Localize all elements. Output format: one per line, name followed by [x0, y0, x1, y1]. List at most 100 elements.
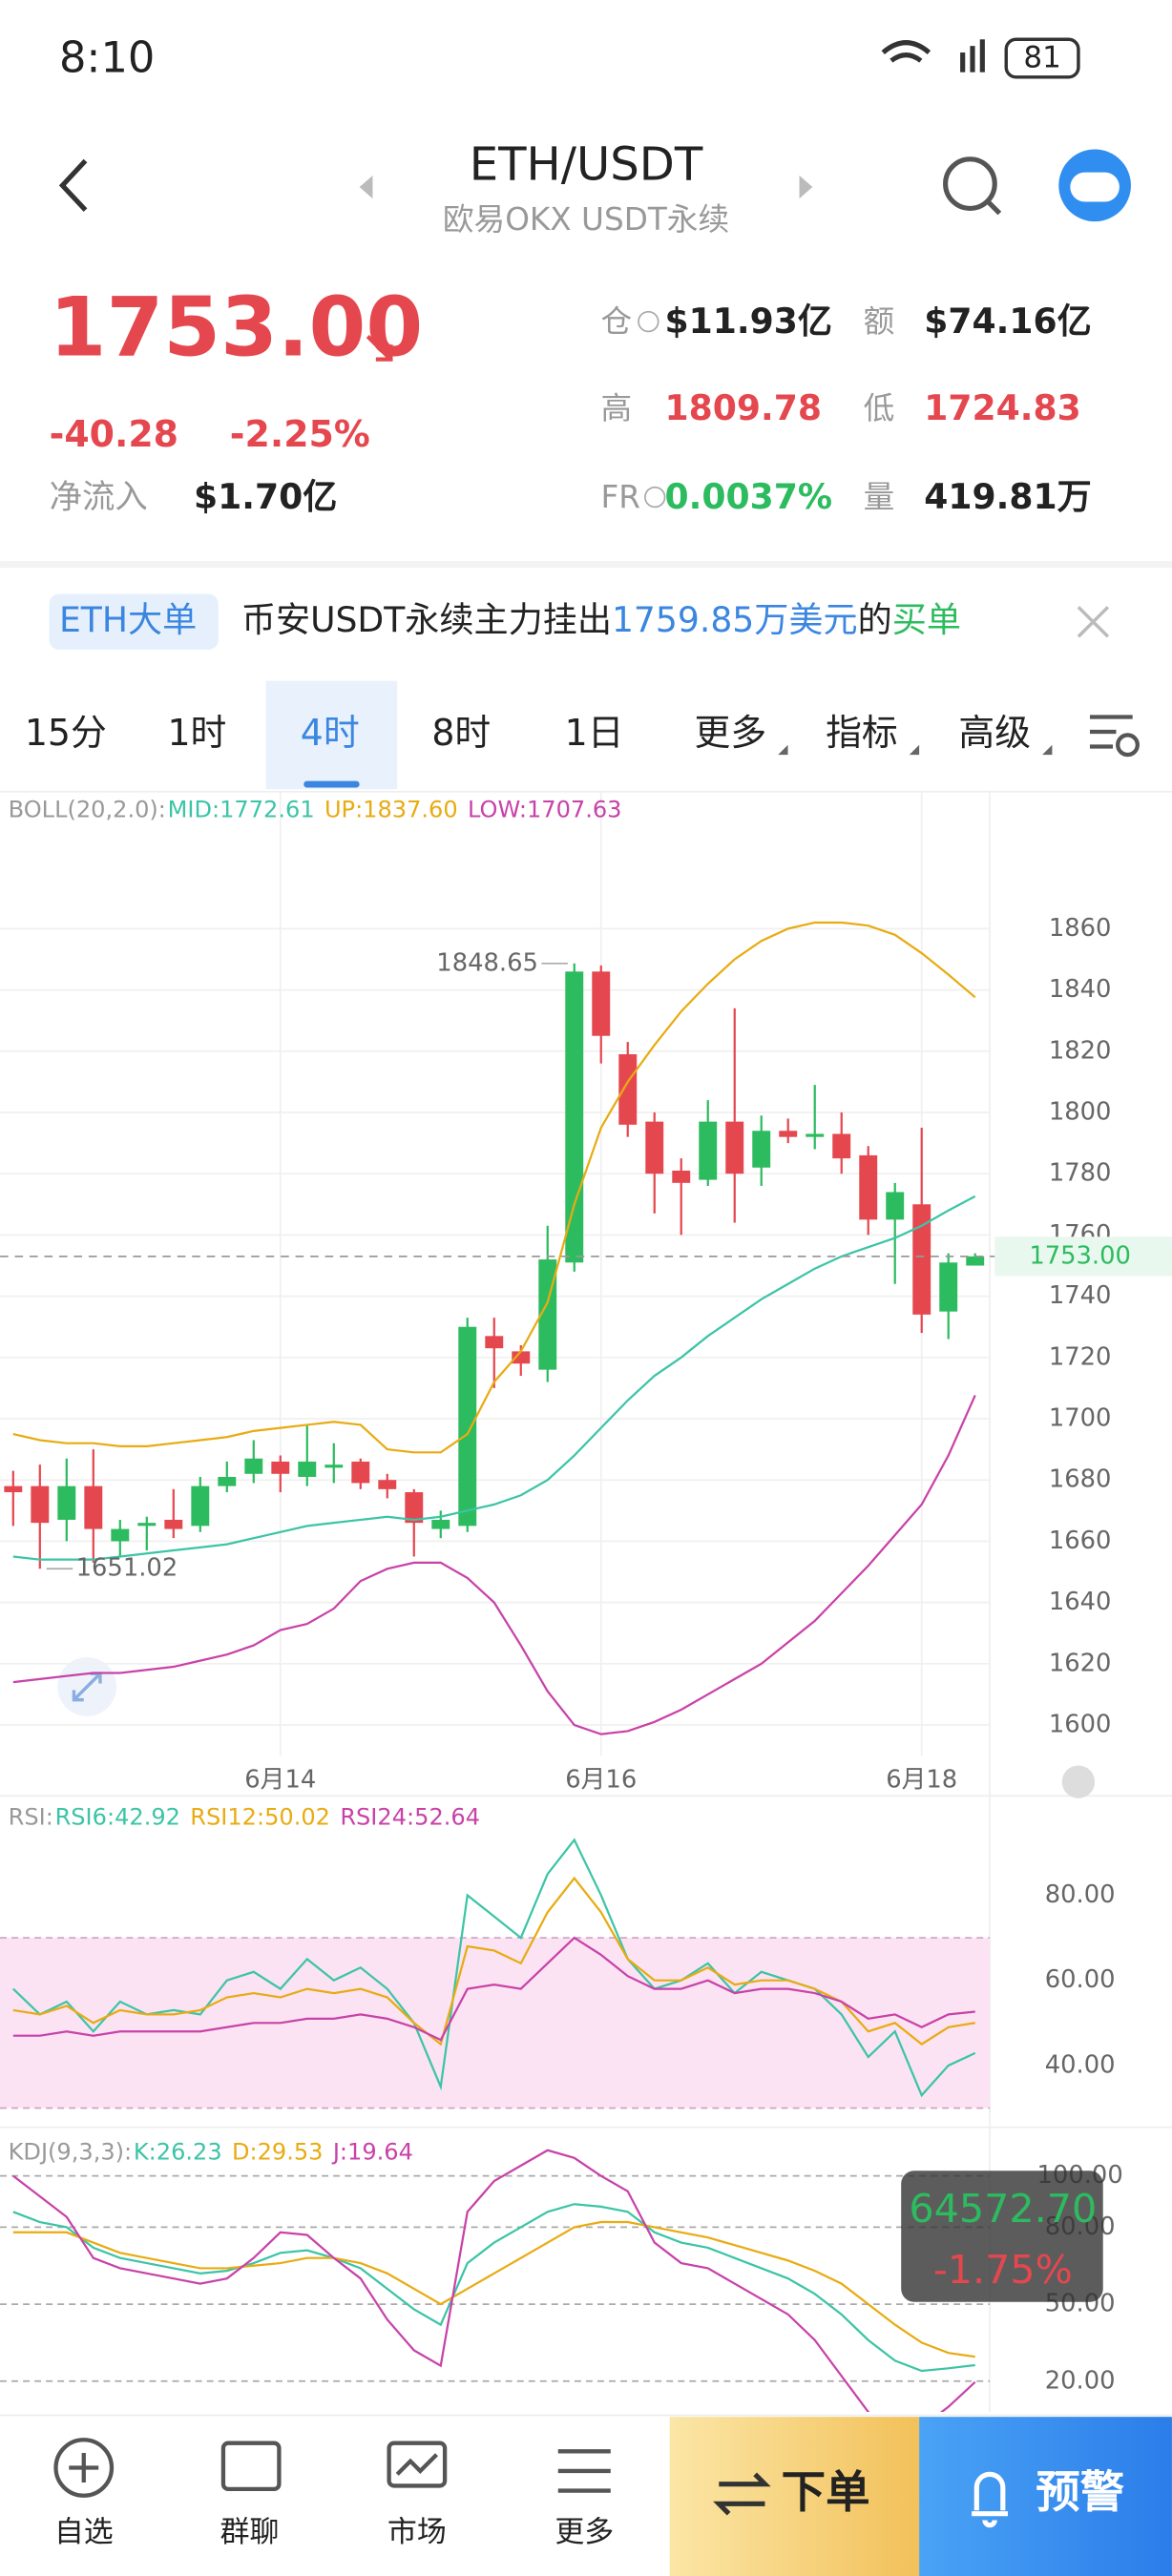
- y-tick-label: 1700: [1049, 1404, 1112, 1433]
- candle-body: [859, 1154, 878, 1220]
- tab[interactable]: 高级: [958, 712, 1031, 754]
- y-tick-label: 1780: [1049, 1159, 1112, 1188]
- floating-price: 64572.70: [909, 2186, 1097, 2232]
- nav-item[interactable]: 更多: [555, 2515, 614, 2549]
- y-tick-label: 1620: [1049, 1649, 1112, 1677]
- banner-side: 买单: [892, 599, 961, 640]
- y-tick-label: 1680: [1049, 1465, 1112, 1494]
- candle-body: [752, 1131, 771, 1168]
- x-tick-label: 6月18: [886, 1765, 957, 1794]
- series-line: [12, 1936, 975, 2042]
- tab[interactable]: 指标: [826, 712, 898, 754]
- legend-entry: LOW:1707.63: [468, 797, 621, 823]
- candle-body: [458, 1326, 477, 1527]
- candle-body: [57, 1485, 76, 1520]
- series-line: [12, 1195, 976, 1561]
- stat-label: 仓: [600, 303, 632, 340]
- y-tick-label: 1800: [1049, 1097, 1112, 1126]
- tab[interactable]: 15分: [25, 712, 107, 754]
- candle-body: [645, 1121, 664, 1174]
- dropdown-marks: [778, 744, 1053, 756]
- info-icon[interactable]: [644, 486, 666, 509]
- y-tick-label: 1660: [1049, 1527, 1112, 1555]
- candle-body: [512, 1351, 531, 1364]
- search-button[interactable]: [943, 156, 997, 211]
- stat-label: FR: [600, 479, 639, 515]
- series-line: [12, 2220, 975, 2358]
- next-pair[interactable]: [799, 176, 813, 199]
- order-button[interactable]: [669, 2417, 920, 2576]
- stat-value: 419.81万: [924, 476, 1091, 517]
- legend-entry: MID:1772.61: [168, 797, 315, 823]
- tab[interactable]: 8时: [431, 712, 491, 754]
- reset-zoom[interactable]: [1061, 1765, 1096, 1798]
- series-line: [12, 2149, 976, 2413]
- y-tick-label: 60.00: [1045, 1965, 1116, 1994]
- prev-pair[interactable]: [359, 176, 373, 199]
- candle-body: [298, 1461, 317, 1477]
- y-tick-label: 1720: [1049, 1342, 1112, 1371]
- y-tick-label: 1740: [1049, 1281, 1112, 1310]
- y-tick-label: 1820: [1049, 1036, 1112, 1065]
- candle-body: [31, 1485, 50, 1524]
- candle-body: [351, 1461, 370, 1484]
- legend-entry: RSI12:50.02: [190, 1803, 330, 1830]
- x-tick-label: 6月16: [565, 1765, 637, 1794]
- alert-button[interactable]: [919, 2417, 1172, 2576]
- candle-body: [485, 1336, 504, 1349]
- divider: [0, 790, 1172, 793]
- candle-body: [832, 1133, 851, 1159]
- tab[interactable]: 更多: [695, 712, 767, 754]
- candle-body: [672, 1170, 691, 1183]
- legend-entry: D:29.53: [232, 2138, 324, 2165]
- banner-text[interactable]: 币安USDT永续主力挂出1759.85万美元的买单: [241, 599, 961, 640]
- tab[interactable]: 1日: [565, 712, 624, 754]
- nav-item[interactable]: 市场: [387, 2515, 447, 2549]
- info-icon[interactable]: [638, 310, 659, 333]
- min-label: 1651.02: [76, 1554, 178, 1583]
- series-line: [12, 1876, 975, 2046]
- stat-value: 1724.83: [924, 387, 1080, 428]
- signal-icon: [970, 46, 975, 73]
- settings-button[interactable]: [1089, 715, 1133, 749]
- down-arrow: [366, 335, 393, 362]
- indicator-label: KDJ(9,3,3):: [9, 2138, 133, 2165]
- nav-item[interactable]: 自选: [54, 2515, 114, 2549]
- plot-area: [12, 1838, 976, 2098]
- candle-body: [618, 1053, 638, 1125]
- indicator-legend: BOLL(20,2.0): MID:1772.61 UP:1837.60 LOW:17…: [9, 797, 622, 823]
- floating-change: -1.75%: [933, 2247, 1073, 2293]
- y-tick-label: 80.00: [1045, 1880, 1116, 1909]
- y-tick-label: 1640: [1049, 1588, 1112, 1616]
- y-tick-label: 1860: [1049, 914, 1112, 943]
- x-tick-label: 6月14: [244, 1765, 316, 1794]
- last-price: 1753.00: [50, 280, 424, 376]
- series-line: [12, 2203, 975, 2373]
- divider: [0, 561, 1172, 569]
- candle-body: [779, 1131, 798, 1137]
- candle-body: [966, 1256, 985, 1266]
- floating-ticker[interactable]: [901, 2171, 1103, 2302]
- candle-body: [137, 1523, 157, 1527]
- candle-body: [699, 1121, 718, 1180]
- alert-label: 预警: [1036, 2466, 1124, 2518]
- candle-body: [405, 1492, 424, 1524]
- nav-item[interactable]: 群聊: [220, 2515, 280, 2549]
- close-banner[interactable]: [1077, 606, 1110, 638]
- indicator-legend: RSI: RSI6:42.92 RSI12:50.02 RSI24:52.64: [9, 1803, 480, 1830]
- back-button[interactable]: [58, 158, 88, 212]
- assistant-avatar: [1070, 172, 1120, 202]
- candle-body: [912, 1204, 931, 1315]
- plot-area: [12, 2149, 976, 2413]
- tab[interactable]: 4时: [301, 712, 360, 754]
- divider: [0, 1795, 1172, 1797]
- y-tick-label: 20.00: [1045, 2366, 1116, 2395]
- candle-body: [244, 1458, 263, 1474]
- charts: 1600162016401660168017001720174017601780…: [0, 790, 1172, 2413]
- candle-body: [431, 1519, 450, 1529]
- pair-subtitle: 欧易OKX USDT永续: [443, 201, 729, 238]
- y-tick-label: 1600: [1049, 1711, 1112, 1739]
- tab[interactable]: 1时: [167, 712, 226, 754]
- indicator-label: RSI:: [9, 1803, 53, 1830]
